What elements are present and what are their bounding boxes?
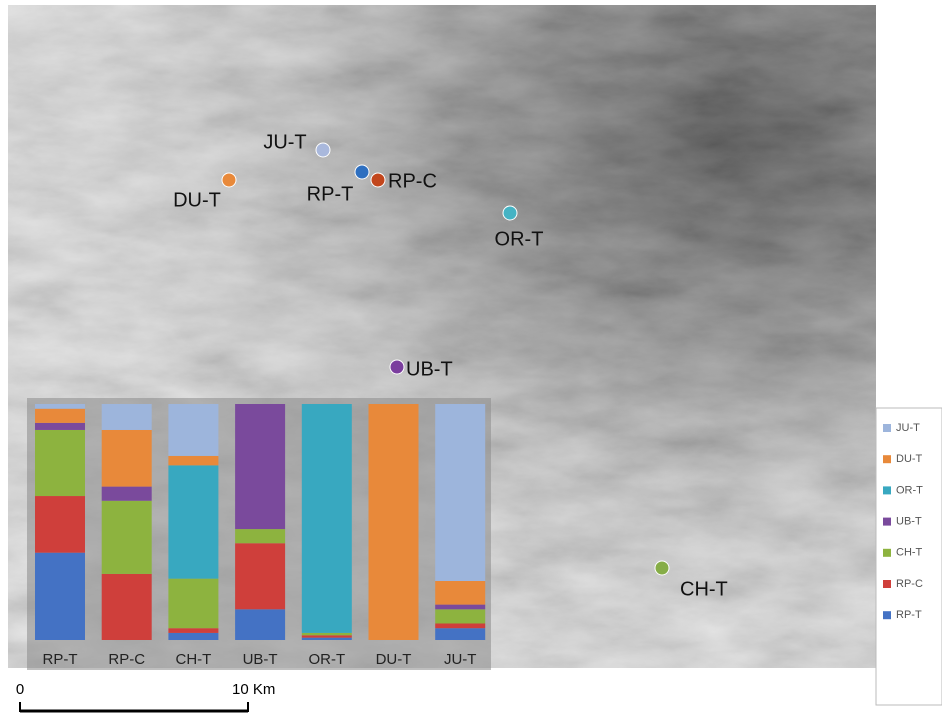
- bar-segment: [435, 605, 485, 610]
- bar-segment: [35, 553, 85, 640]
- bar-segment: [435, 628, 485, 640]
- bar-segment: [168, 456, 218, 465]
- bar-segment: [235, 404, 285, 529]
- x-tick-label: JU-T: [444, 651, 477, 668]
- site-label: OR-T: [495, 228, 544, 250]
- bar-segment: [102, 574, 152, 640]
- legend-swatch: [883, 549, 891, 557]
- site-marker: [222, 173, 236, 187]
- x-tick-label: RP-C: [108, 651, 145, 668]
- site-marker: [316, 143, 330, 157]
- x-tick-label: RP-T: [43, 651, 78, 668]
- bar-segment: [35, 496, 85, 553]
- legend-label: CH-T: [896, 547, 923, 559]
- scale-end: 10 Km: [232, 681, 275, 698]
- bar-segment: [35, 409, 85, 423]
- bar-segment: [235, 529, 285, 543]
- bar-segment: [102, 430, 152, 487]
- x-tick-label: UB-T: [243, 651, 278, 668]
- site-marker: [371, 173, 385, 187]
- bar-segment: [435, 623, 485, 628]
- bar-segment: [302, 633, 352, 635]
- bar-segment: [168, 465, 218, 578]
- scale-start: 0: [16, 681, 24, 698]
- bar-segment: [435, 404, 485, 581]
- site-label: DU-T: [173, 189, 221, 211]
- bar-segment: [168, 404, 218, 456]
- map-figure: JU-T DU-T RP-T RP-C OR-T UB-T CH-T RP-T RP-C CH-T…: [0, 0, 942, 722]
- bar-segment: [235, 609, 285, 640]
- site-marker: [503, 206, 517, 220]
- bar-segment: [302, 404, 352, 633]
- legend-swatch: [883, 518, 891, 526]
- legend-swatch: [883, 611, 891, 619]
- x-tick-label: OR-T: [308, 651, 345, 668]
- bar-segment: [102, 404, 152, 430]
- bar-segment: [235, 543, 285, 609]
- bar-segment: [302, 638, 352, 640]
- site-marker: [390, 360, 404, 374]
- site-label: RP-C: [388, 170, 437, 192]
- legend-label: UB-T: [896, 516, 922, 528]
- scale-bar: 0 10 Km: [16, 681, 276, 712]
- bar-segment: [168, 579, 218, 629]
- legend-swatch: [883, 455, 891, 463]
- legend-swatch: [883, 424, 891, 432]
- bar-segment: [102, 501, 152, 574]
- bar-segment: [35, 404, 85, 409]
- bar-segment: [302, 635, 352, 637]
- bar-segment: [102, 487, 152, 501]
- site-marker: [655, 561, 669, 575]
- legend-label: RP-C: [896, 578, 923, 590]
- bar-segment: [168, 628, 218, 633]
- x-tick-label: CH-T: [175, 651, 211, 668]
- bar-segment: [168, 633, 218, 640]
- site-label: JU-T: [263, 131, 306, 153]
- site-label: CH-T: [680, 578, 728, 600]
- bar-segment: [369, 404, 419, 640]
- legend-label: JU-T: [896, 422, 920, 434]
- legend-swatch: [883, 486, 891, 494]
- site-label: RP-T: [307, 183, 354, 205]
- site-label: UB-T: [406, 358, 453, 380]
- bar-segment: [35, 423, 85, 430]
- x-tick-label: DU-T: [376, 651, 412, 668]
- bar-segment: [35, 430, 85, 496]
- legend-label: RP-T: [896, 609, 922, 621]
- legend-swatch: [883, 580, 891, 588]
- legend-label: DU-T: [896, 453, 923, 465]
- bar-segment: [435, 609, 485, 623]
- legend-label: OR-T: [896, 484, 923, 496]
- site-marker: [355, 165, 369, 179]
- bar-segment: [435, 581, 485, 605]
